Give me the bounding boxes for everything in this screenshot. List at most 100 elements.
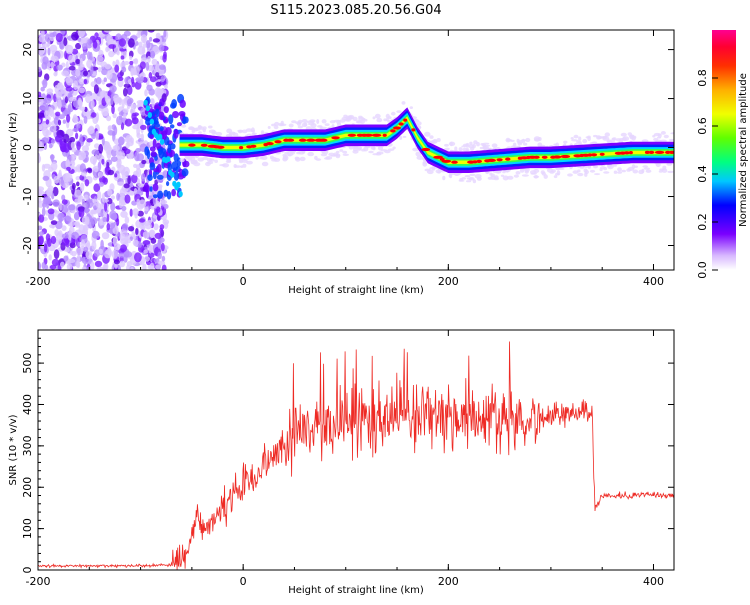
- noise-blob: [138, 199, 147, 208]
- halo-blob: [319, 125, 323, 129]
- y-tick-label: 0: [21, 567, 34, 574]
- noise-blob: [46, 238, 52, 247]
- noise-blob: [149, 262, 155, 270]
- halo-blob: [666, 162, 673, 166]
- noise-blob: [118, 252, 126, 258]
- transition-blob: [156, 174, 164, 180]
- halo-blob: [233, 164, 237, 168]
- transition-blob: [156, 163, 162, 173]
- noise-blob: [53, 175, 60, 184]
- halo-blob: [314, 155, 318, 160]
- noise-blob: [50, 220, 58, 226]
- noise-blob: [102, 264, 108, 270]
- noise-blob: [103, 111, 109, 116]
- noise-blob: [79, 106, 86, 111]
- halo-blob: [297, 125, 303, 129]
- noise-blob: [58, 230, 63, 237]
- halo-blob: [597, 136, 603, 140]
- noise-blob: [43, 243, 48, 253]
- transition-blob: [166, 190, 172, 200]
- halo-blob: [612, 137, 617, 141]
- noise-blob: [63, 142, 70, 153]
- noise-blob: [119, 260, 126, 268]
- noise-blob: [38, 196, 42, 204]
- spectrogram-panel: -200 0 200 400 -20 -10 0 10 20 Height of straigh…: [8, 29, 675, 296]
- noise-blob: [129, 104, 137, 109]
- noise-blob: [71, 31, 79, 41]
- noise-blob: [75, 68, 81, 77]
- noise-blob: [118, 38, 126, 47]
- noise-blob: [133, 66, 137, 76]
- noise-blob: [96, 190, 102, 201]
- halo-blob: [376, 151, 384, 155]
- transition-ridge: [166, 156, 171, 163]
- noise-blob: [154, 87, 162, 97]
- halo-blob: [582, 138, 588, 144]
- noise-blob: [74, 211, 80, 221]
- halo-blob: [181, 124, 187, 128]
- noise-blob: [129, 208, 133, 217]
- y-tick-label: -20: [21, 237, 34, 255]
- noise-blob: [112, 145, 120, 152]
- noise-blob: [153, 223, 159, 231]
- noise-blob: [71, 231, 79, 240]
- noise-blob: [91, 230, 100, 239]
- noise-blob: [41, 262, 46, 270]
- halo-blob: [454, 173, 461, 176]
- halo-blob: [273, 125, 279, 130]
- noise-blob: [78, 78, 85, 85]
- noise-blob: [116, 218, 120, 226]
- halo-blob: [589, 169, 596, 173]
- halo-blob: [519, 168, 525, 173]
- noise-blob: [64, 215, 71, 225]
- noise-blob: [65, 172, 73, 182]
- ridge-peak: [668, 150, 674, 154]
- noise-blob: [143, 43, 147, 48]
- noise-blob: [129, 191, 135, 196]
- noise-blob: [88, 198, 93, 203]
- ridge-peak: [347, 133, 357, 137]
- ridge-peak: [441, 159, 452, 163]
- noise-blob: [38, 35, 47, 43]
- halo-blob: [459, 178, 463, 182]
- halo-blob: [577, 141, 582, 145]
- transition-blob: [159, 98, 165, 107]
- noise-blob: [63, 37, 68, 47]
- noise-blob: [74, 189, 82, 198]
- halo-blob: [179, 158, 185, 163]
- halo-blob: [553, 175, 558, 179]
- noise-blob: [142, 231, 150, 239]
- y-tick-label: 100: [21, 518, 34, 539]
- noise-blob: [38, 225, 43, 231]
- halo-blob: [442, 175, 446, 181]
- halo-blob: [198, 131, 202, 134]
- halo-blob: [415, 151, 422, 157]
- noise-blob: [38, 261, 41, 270]
- noise-blob: [97, 66, 102, 73]
- noise-blob: [66, 114, 71, 123]
- halo-blob: [479, 146, 485, 150]
- noise-blob: [123, 113, 127, 119]
- y-tick-label: 200: [21, 477, 34, 498]
- noise-blob: [101, 158, 105, 165]
- noise-blob: [111, 249, 119, 259]
- noise-blob: [66, 263, 73, 270]
- noise-blob: [97, 135, 104, 140]
- ridge-peak: [476, 159, 482, 163]
- y-tick-label: 400: [21, 394, 34, 415]
- noise-blob: [108, 50, 115, 58]
- halo-blob: [553, 143, 558, 146]
- ridge-peak: [628, 151, 633, 155]
- noise-blob: [81, 145, 90, 152]
- halo-blob: [316, 119, 320, 124]
- noise-blob: [98, 181, 105, 187]
- halo-blob: [570, 137, 574, 140]
- halo-blob: [642, 165, 648, 168]
- transition-blob: [167, 162, 173, 172]
- noise-blob: [112, 94, 120, 103]
- noise-blob: [44, 110, 48, 117]
- halo-blob: [571, 139, 578, 142]
- transition-ridge: [176, 181, 181, 188]
